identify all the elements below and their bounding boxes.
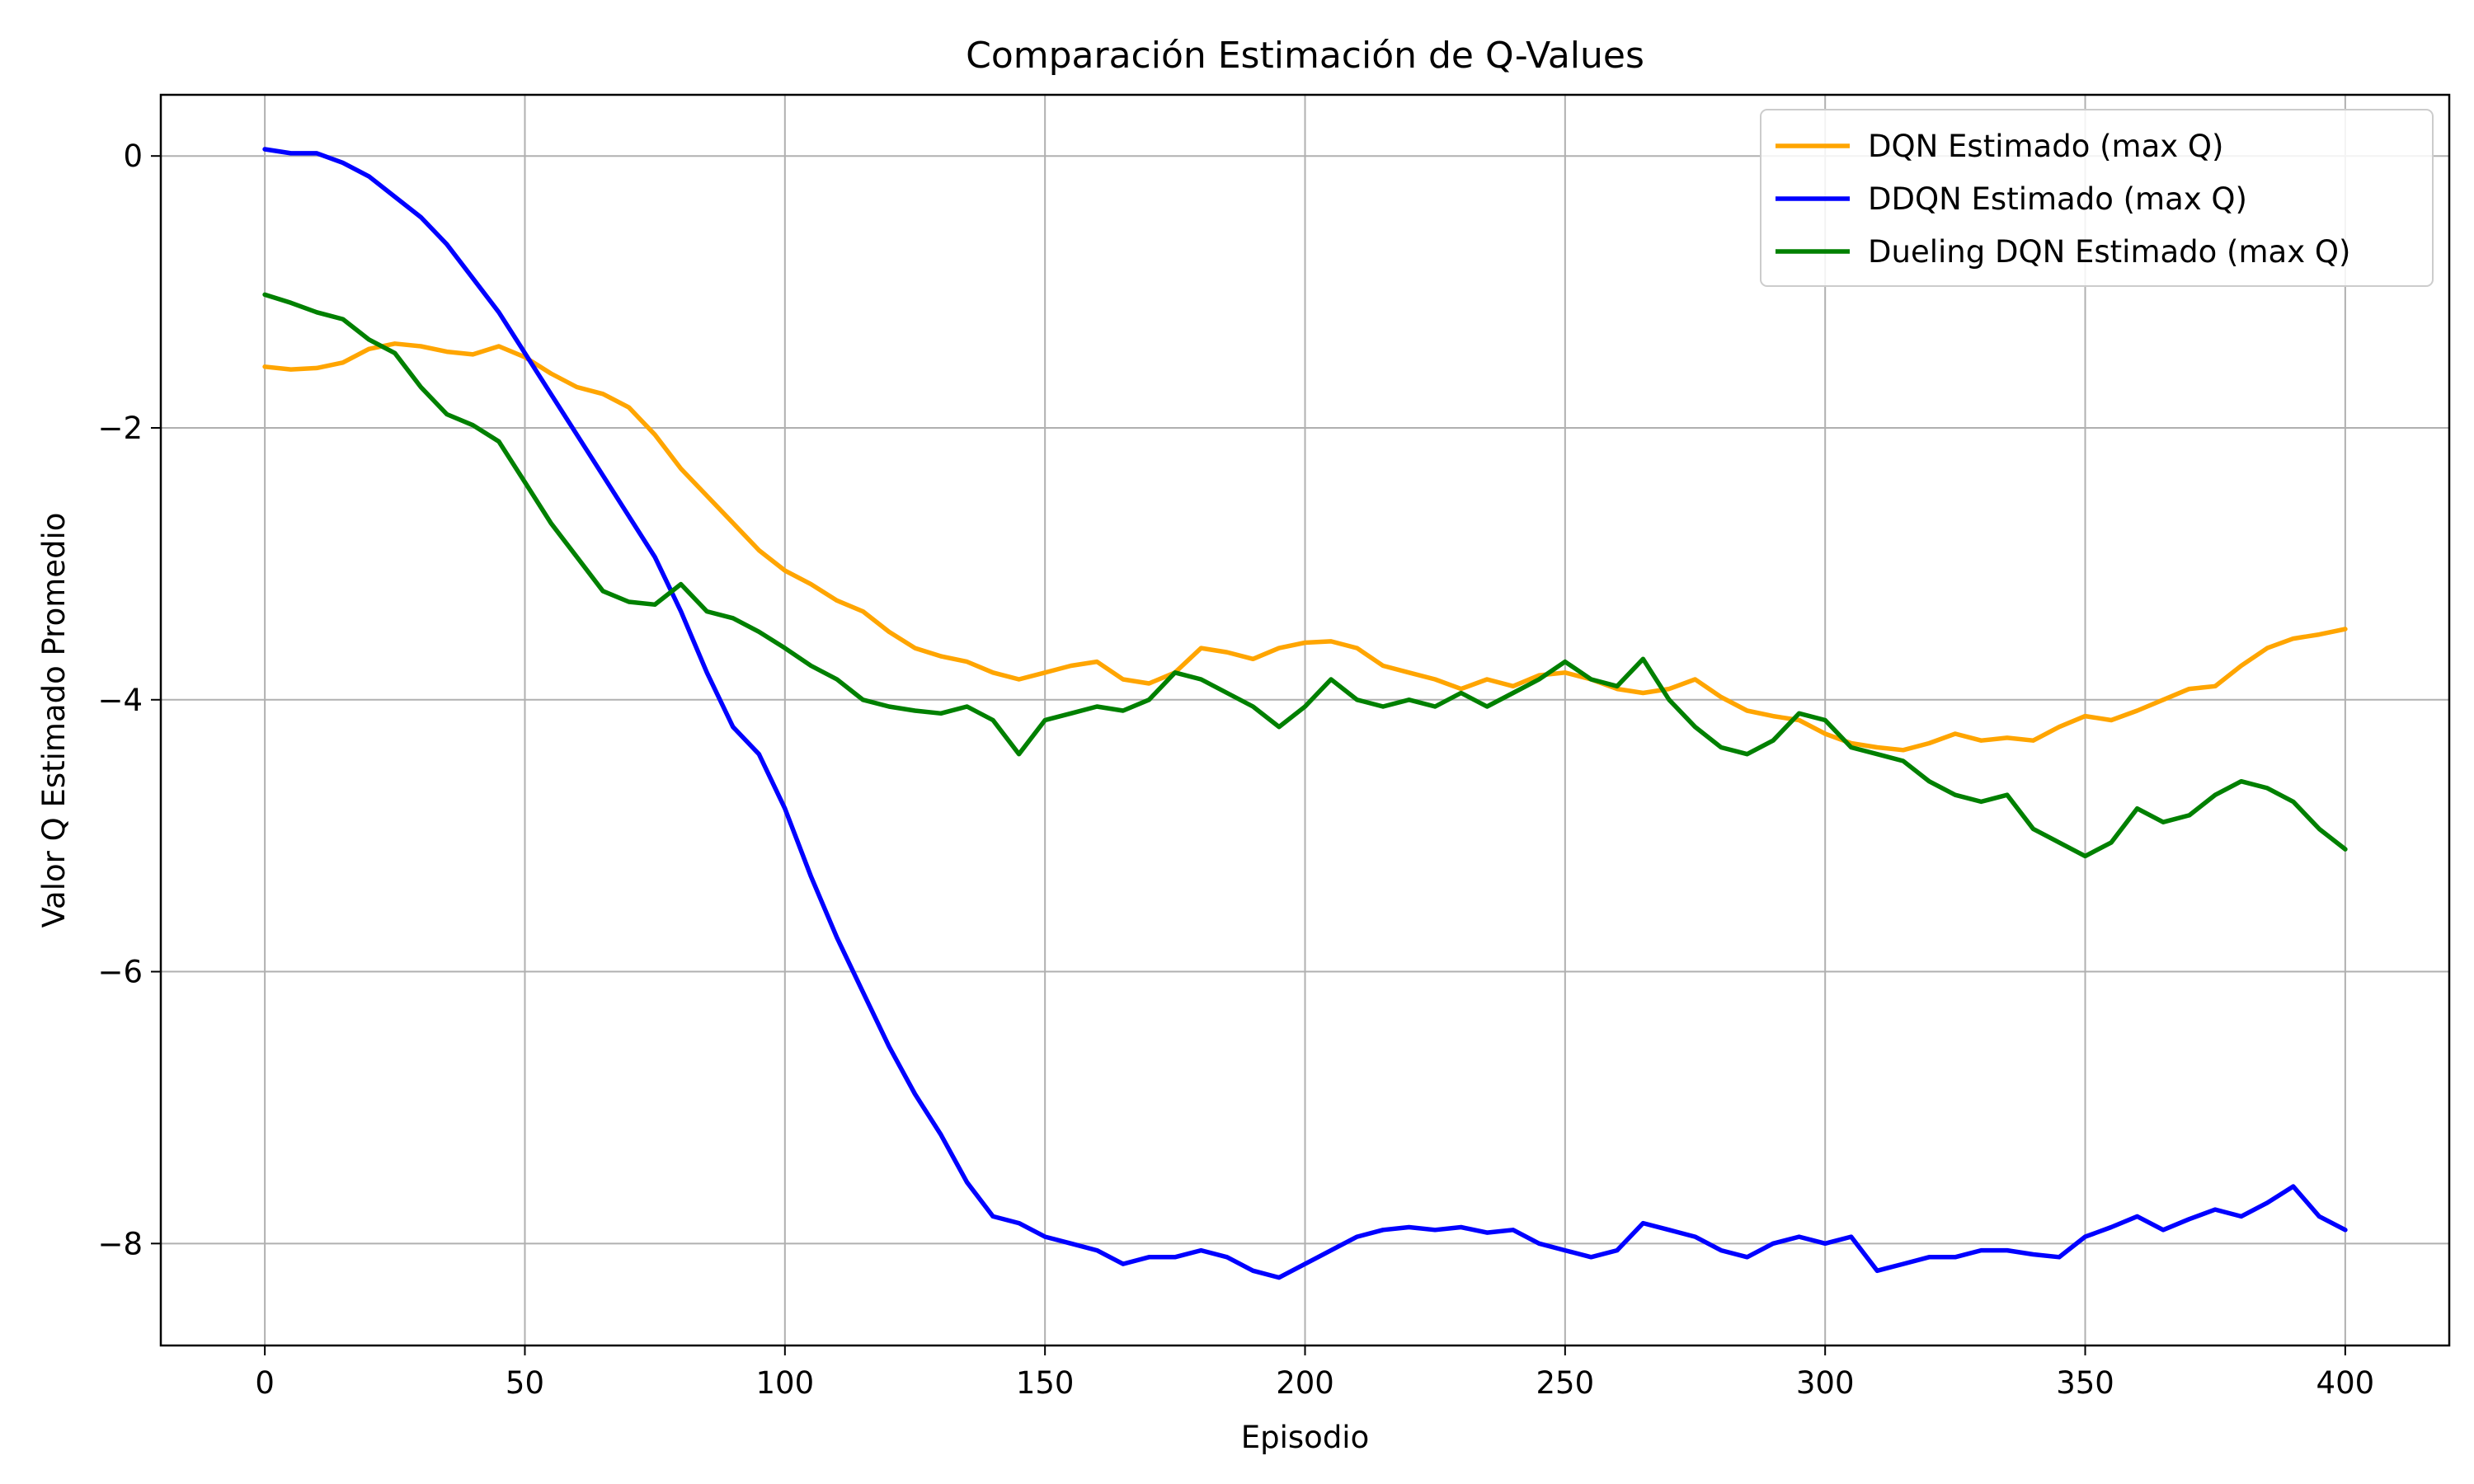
legend: DQN Estimado (max Q) DDQN Estimado (max Q… xyxy=(1760,109,2434,287)
series-line-1 xyxy=(262,341,2348,753)
x-tick-label: 0 xyxy=(255,1365,275,1401)
y-axis-label: Valor Q Estimado Promedio xyxy=(36,513,72,928)
legend-label: DDQN Estimado (max Q) xyxy=(1868,181,2247,217)
series-line-2 xyxy=(262,147,2348,1280)
y-tick-label: −4 xyxy=(97,683,143,718)
x-tick-label: 350 xyxy=(2056,1365,2114,1401)
x-tick-label: 100 xyxy=(756,1365,815,1401)
x-tick-label: 200 xyxy=(1276,1365,1334,1401)
data-series xyxy=(262,147,2348,1280)
axis-ticks: 0 50 100 150 200 250 300 350 400 0 −2 −4 −6 −8 xyxy=(97,139,2374,1401)
x-tick-label: 150 xyxy=(1016,1365,1075,1401)
x-tick-label: 300 xyxy=(1796,1365,1855,1401)
legend-label: DQN Estimado (max Q) xyxy=(1868,129,2223,164)
legend-label: Dueling DQN Estimado (max Q) xyxy=(1868,234,2350,270)
series-line-3 xyxy=(262,292,2348,859)
x-tick-label: 400 xyxy=(2316,1365,2375,1401)
y-tick-label: −8 xyxy=(97,1226,143,1261)
x-tick-label: 250 xyxy=(1536,1365,1595,1401)
y-tick-label: −6 xyxy=(97,955,143,990)
y-tick-label: 0 xyxy=(123,139,143,174)
x-tick-label: 50 xyxy=(506,1365,544,1401)
x-axis-label: Episodio xyxy=(1241,1420,1369,1455)
chart-title: Comparación Estimación de Q-Values xyxy=(966,35,1644,77)
legend-box xyxy=(1760,109,2434,287)
y-tick-label: −2 xyxy=(97,411,143,446)
